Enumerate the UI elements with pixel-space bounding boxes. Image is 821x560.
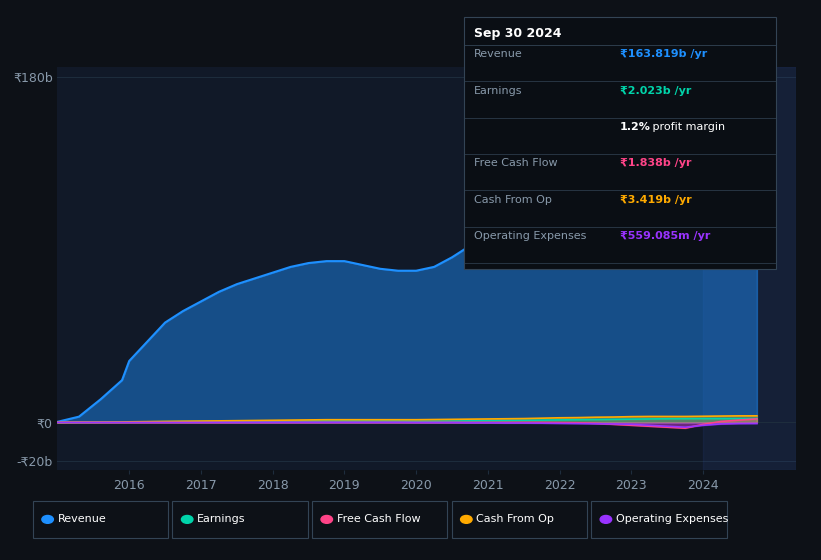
Text: profit margin: profit margin: [649, 122, 725, 132]
Text: Cash From Op: Cash From Op: [474, 195, 552, 205]
Text: Cash From Op: Cash From Op: [476, 515, 554, 524]
Text: ₹3.419b /yr: ₹3.419b /yr: [620, 195, 691, 205]
Text: Free Cash Flow: Free Cash Flow: [337, 515, 420, 524]
Text: 1.2%: 1.2%: [620, 122, 651, 132]
Text: Operating Expenses: Operating Expenses: [616, 515, 728, 524]
Bar: [703, 67, 796, 470]
Text: Earnings: Earnings: [474, 86, 522, 96]
Text: ₹1.838b /yr: ₹1.838b /yr: [620, 158, 691, 169]
Text: Revenue: Revenue: [474, 49, 522, 59]
Text: ₹2.023b /yr: ₹2.023b /yr: [620, 86, 691, 96]
Text: ₹163.819b /yr: ₹163.819b /yr: [620, 49, 707, 59]
Text: ₹559.085m /yr: ₹559.085m /yr: [620, 231, 710, 241]
Text: Revenue: Revenue: [57, 515, 106, 524]
Text: Free Cash Flow: Free Cash Flow: [474, 158, 557, 169]
Text: Sep 30 2024: Sep 30 2024: [474, 27, 562, 40]
Text: Earnings: Earnings: [197, 515, 245, 524]
Text: Operating Expenses: Operating Expenses: [474, 231, 586, 241]
